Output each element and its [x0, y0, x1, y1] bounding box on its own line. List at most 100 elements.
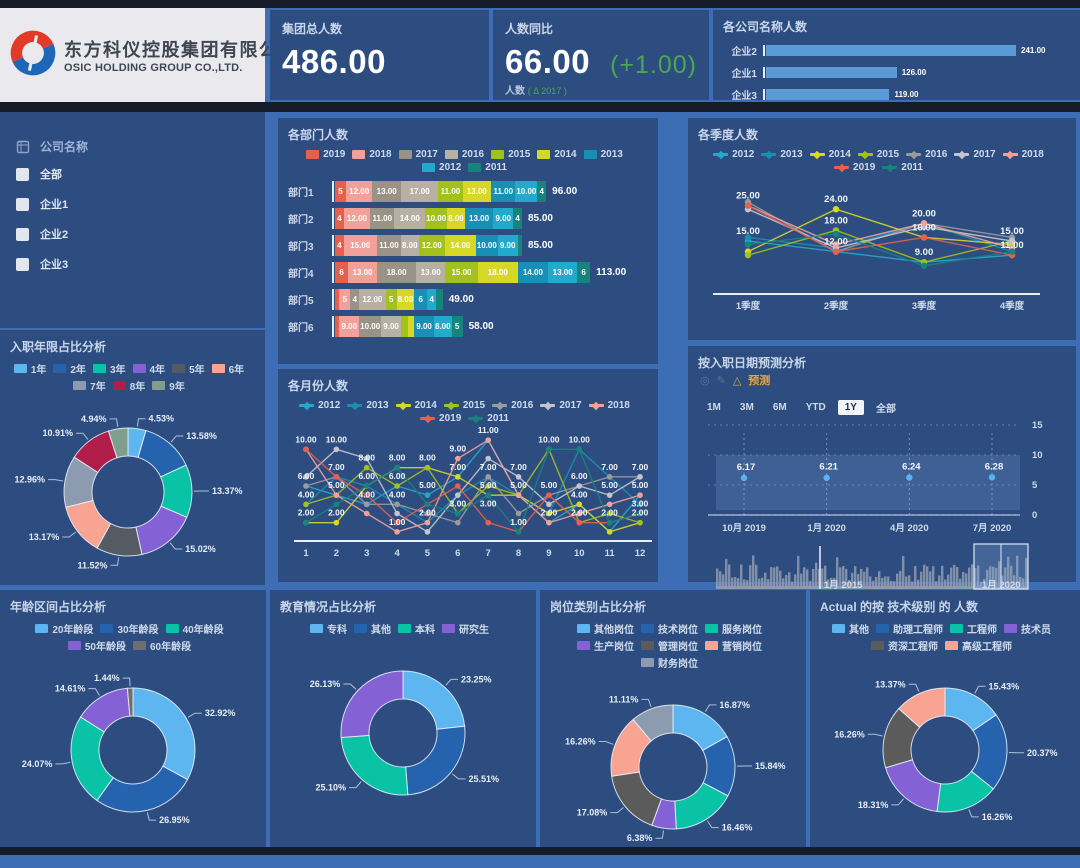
range-button-6M[interactable]: 6M [772, 402, 787, 413]
donut-slice-高级工程师[interactable] [898, 687, 946, 729]
legend-item[interactable]: 2017 [540, 400, 582, 411]
series-line-2015[interactable] [747, 229, 1013, 263]
series-line-2016[interactable] [305, 475, 640, 524]
legend-item[interactable]: 2011 [468, 413, 509, 424]
checkbox[interactable] [16, 257, 29, 271]
stack-segment-2012[interactable]: 8.00 [433, 316, 452, 337]
stack-segment-2018[interactable]: 5 [339, 289, 351, 310]
stack-segment-2019[interactable]: 4 [335, 208, 344, 229]
legend-item[interactable]: 财务岗位 [641, 655, 698, 670]
stack-segment-2013[interactable]: 13.00 [464, 208, 494, 229]
donut-slice-财务岗位[interactable] [632, 704, 674, 742]
stack-segment-2011[interactable]: 5 [451, 316, 463, 337]
legend-item[interactable]: 其他 [832, 621, 869, 636]
legend-item[interactable]: 高级工程师 [945, 638, 1012, 653]
legend-item[interactable]: 其他岗位 [577, 621, 634, 636]
stack-segment-2016[interactable]: 14.00 [394, 208, 426, 229]
legend-item[interactable]: 2013 [583, 149, 623, 160]
pencil-tool-icon[interactable]: ✎ [716, 374, 726, 387]
donut-slice-20年龄段[interactable] [132, 687, 196, 781]
legend-item[interactable]: 2011 [882, 162, 923, 173]
legend-item[interactable]: 2014 [809, 149, 851, 160]
legend-item[interactable]: 2013 [347, 400, 389, 411]
legend-item[interactable]: 50年龄段 [67, 638, 126, 653]
legend-item[interactable]: 2016 [444, 149, 484, 160]
bar-企业1[interactable] [766, 66, 897, 78]
legend-item[interactable]: 技术岗位 [641, 621, 698, 636]
checkbox[interactable] [16, 227, 29, 241]
stack-segment-2015[interactable]: 12.00 [418, 235, 445, 256]
legend-item[interactable]: 40年龄段 [165, 621, 224, 636]
legend-item[interactable]: 30年龄段 [100, 621, 159, 636]
stack-segment-2012[interactable]: 10.00 [515, 181, 538, 202]
range-button-YTD[interactable]: YTD [805, 402, 826, 413]
legend-item[interactable]: 营销岗位 [705, 638, 762, 653]
stack-segment-2011[interactable] [436, 289, 443, 310]
stack-segment-2016[interactable]: 17.00 [400, 181, 439, 202]
stack-segment-2014[interactable]: 8.00 [447, 208, 465, 229]
legend-item[interactable]: 2017 [954, 149, 996, 160]
legend-item[interactable]: 其他 [354, 621, 391, 636]
stack-segment-2019[interactable] [335, 316, 340, 337]
stack-segment-2014[interactable]: 8.00 [396, 289, 415, 310]
range-button-1M[interactable]: 1M [707, 402, 721, 413]
legend-item[interactable]: 专科 [310, 621, 347, 636]
stack-segment-2014[interactable] [407, 316, 415, 337]
filter-option-企业2[interactable]: 企业2 [0, 219, 265, 249]
donut-slice-9年[interactable] [107, 427, 129, 459]
timeline-brush[interactable]: 1月 2015 1月 2020 [688, 542, 1076, 596]
legend-item[interactable]: 2014 [395, 400, 437, 411]
checkbox[interactable] [16, 167, 29, 181]
legend-item[interactable]: 1年 [13, 361, 46, 376]
series-line-2011[interactable] [305, 448, 641, 534]
stack-segment-2018[interactable]: 15.00 [343, 235, 377, 256]
legend-item[interactable]: 2012 [422, 162, 461, 173]
stack-segment-2014[interactable]: 14.00 [444, 235, 476, 256]
series-line-2018[interactable] [305, 439, 641, 533]
legend-item[interactable]: 6年 [211, 361, 244, 376]
stack-segment-2019[interactable] [335, 289, 340, 310]
legend-item[interactable]: 2017 [398, 149, 438, 160]
legend-item[interactable]: 7年 [73, 378, 106, 393]
stack-segment-2019[interactable]: 4 [335, 235, 344, 256]
legend-item[interactable]: 20年龄段 [35, 621, 93, 636]
legend-item[interactable]: 2011 [468, 162, 507, 173]
series-line-2014[interactable] [747, 208, 1013, 253]
legend-item[interactable]: 3年 [92, 361, 126, 376]
stack-segment-2015[interactable]: 10.00 [425, 208, 448, 229]
legend-item[interactable]: 2013 [761, 149, 803, 160]
donut-slice-研究生[interactable] [340, 670, 404, 738]
legend-item[interactable]: 2012 [713, 149, 754, 160]
legend-item[interactable]: 生产岗位 [577, 638, 634, 653]
stack-segment-2013[interactable]: 11.00 [491, 181, 516, 202]
legend-item[interactable]: 2年 [53, 361, 86, 376]
legend-item[interactable]: 工程师 [950, 621, 997, 636]
stack-segment-2016[interactable]: 12.00 [359, 289, 386, 310]
bar-企业3[interactable] [766, 88, 890, 100]
range-button-3M[interactable]: 3M [739, 402, 754, 413]
stack-segment-2018[interactable]: 12.00 [346, 181, 373, 202]
stack-segment-2013[interactable]: 14.00 [517, 262, 549, 283]
legend-item[interactable]: 2015 [857, 149, 899, 160]
stack-segment-2011[interactable]: 4 [513, 208, 522, 229]
stack-segment-2012[interactable]: 9.00 [497, 235, 518, 256]
stack-segment-2017[interactable]: 11.00 [376, 235, 401, 256]
series-line-2017[interactable] [305, 448, 641, 533]
legend-item[interactable]: 本科 [398, 621, 435, 636]
filter-option-企业1[interactable]: 企业1 [0, 189, 265, 219]
legend-item[interactable]: 2018 [352, 149, 392, 160]
forecast-point[interactable] [906, 474, 913, 481]
stack-segment-2013[interactable]: 10.00 [475, 235, 498, 256]
stack-segment-2018[interactable]: 9.00 [339, 316, 360, 337]
stack-segment-2011[interactable] [517, 235, 522, 256]
stack-segment-2015[interactable]: 11.00 [438, 181, 463, 202]
circle-tool-icon[interactable]: ◎ [700, 374, 710, 387]
donut-slice-管理岗位[interactable] [611, 771, 663, 826]
stack-segment-2013[interactable]: 6 [414, 289, 428, 310]
stack-segment-2018[interactable]: 12.00 [343, 208, 371, 229]
filter-option-企业3[interactable]: 企业3 [0, 249, 265, 279]
legend-item[interactable]: 管理岗位 [641, 638, 698, 653]
legend-item[interactable]: 2018 [588, 400, 630, 411]
stack-segment-2012[interactable]: 4 [427, 289, 437, 310]
legend-item[interactable]: 2015 [491, 149, 530, 160]
